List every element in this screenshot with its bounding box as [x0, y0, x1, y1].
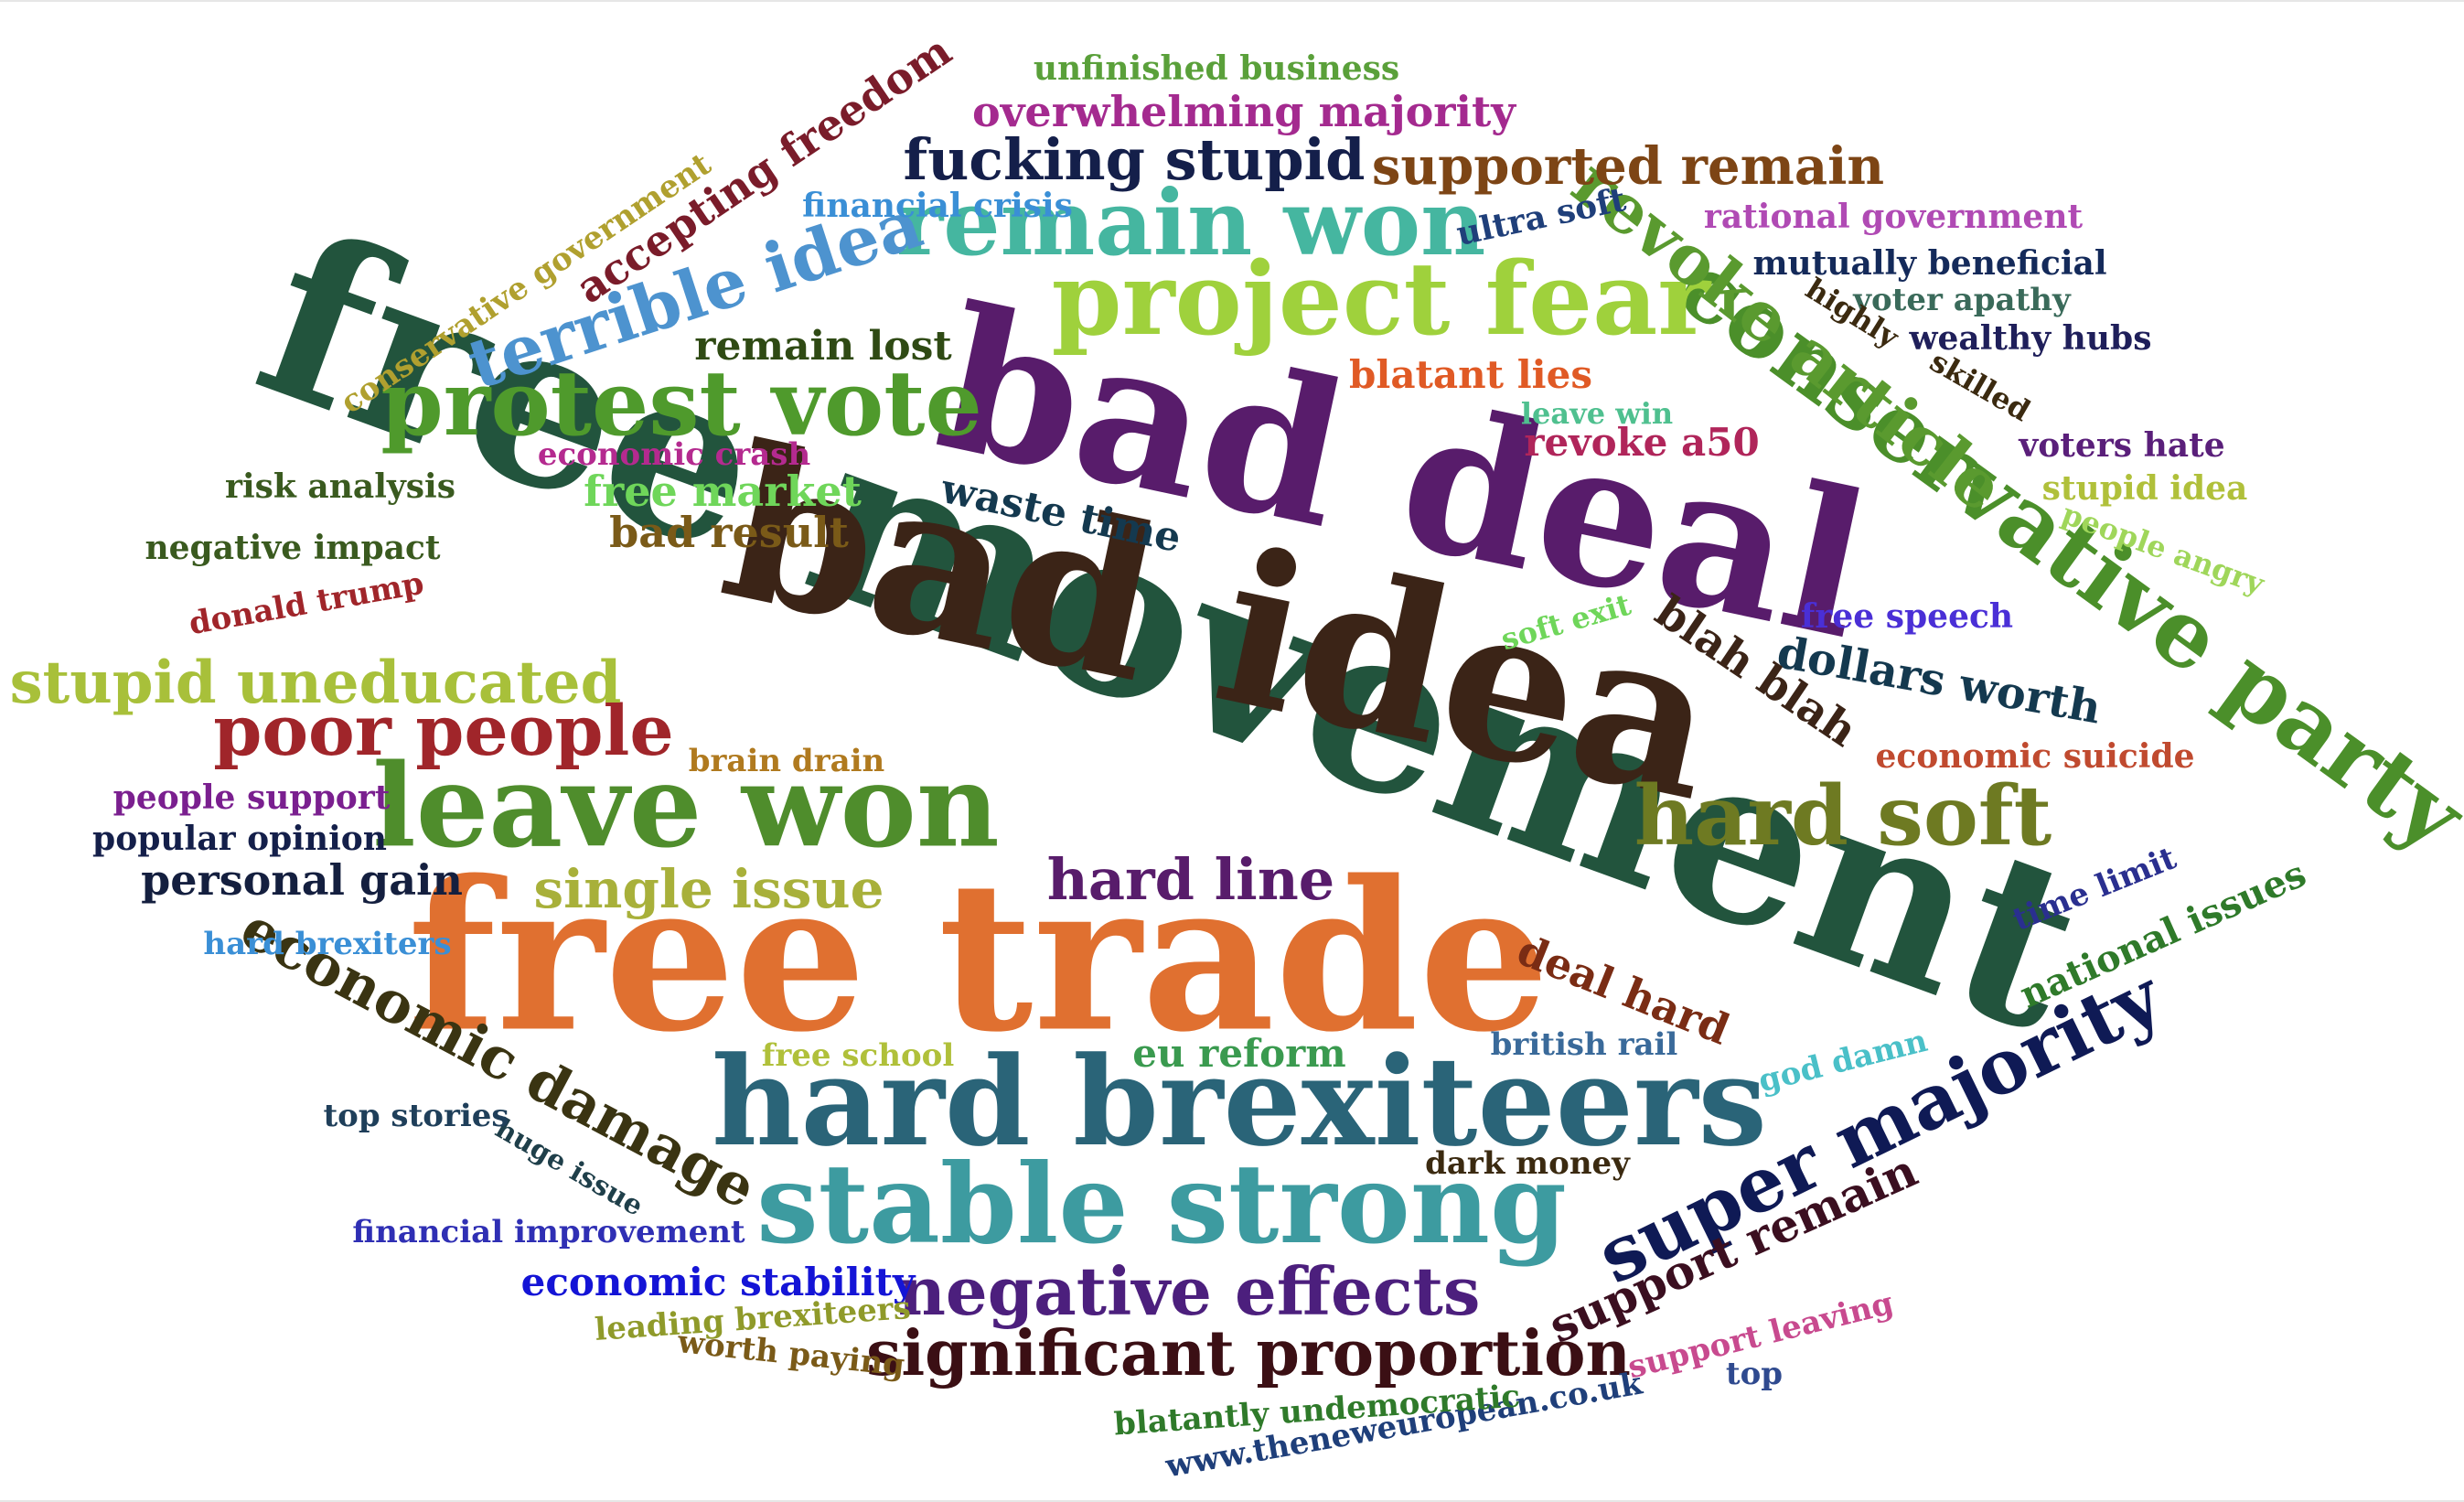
word-free-school: free school	[761, 1037, 955, 1074]
word-free-speech: free speech	[1800, 597, 2014, 636]
word-economic-crash: economic crash	[537, 436, 811, 473]
word-stupid-idea: stupid idea	[2041, 469, 2248, 508]
word-bad-result: bad result	[609, 508, 849, 557]
word-popular-opinion: popular opinion	[92, 820, 387, 858]
word-wealthy-hubs: wealthy hubs	[1909, 319, 2152, 358]
word-leave-win: leave win	[1520, 396, 1674, 431]
word-personal-gain: personal gain	[141, 855, 463, 905]
word-negative-impact: negative impact	[145, 529, 441, 567]
word-remain-lost: remain lost	[694, 323, 952, 370]
word-top: top	[1725, 1356, 1784, 1392]
word-single-issue: single issue	[533, 858, 884, 920]
word-free-trade: free trade	[407, 836, 1550, 1078]
word-british-rail: british rail	[1490, 1026, 1678, 1063]
word-people-support: people support	[112, 778, 391, 817]
word-economic-stability: economic stability	[520, 1260, 916, 1304]
word-unfinished-business: unfinished business	[1033, 49, 1400, 88]
word-free-market: free market	[584, 467, 862, 516]
word-hard-brexiters: hard brexiters	[203, 926, 452, 962]
word-poor-people: poor people	[213, 690, 674, 771]
word-revoke-a50: revoke a50	[1524, 420, 1760, 465]
word-stupid-uneducated: stupid uneducated	[9, 649, 622, 717]
word-financial-improvement: financial improvement	[352, 1214, 745, 1250]
word-hard-soft: hard soft	[1634, 767, 2052, 864]
word-dark-money: dark money	[1425, 1145, 1630, 1182]
word-voters-hate: voters hate	[2019, 426, 2225, 465]
word-blatant-lies: blatant lies	[1349, 352, 1592, 397]
word-rational-government: rational government	[1703, 198, 2084, 236]
word-hard-brexiteers: hard brexiteers	[712, 1029, 1767, 1174]
word-negative-effects: negative effects	[897, 1252, 1481, 1330]
word-remain-won: remain won	[895, 171, 1486, 276]
word-brain-drain: brain drain	[688, 743, 885, 779]
word-supported-remain: supported remain	[1371, 136, 1885, 197]
word-hard-line: hard line	[1046, 846, 1335, 913]
word-mutually-beneficial: mutually beneficial	[1752, 244, 2107, 283]
word-stable-strong: stable strong	[756, 1140, 1567, 1269]
word-significant-proportion: significant proportion	[866, 1317, 1631, 1390]
word-project-fear: project fear	[1051, 240, 1711, 358]
word-leave-won: leave won	[372, 739, 1000, 874]
word-risk-analysis: risk analysis	[224, 467, 456, 506]
word-donald-trump: donald trump	[186, 564, 427, 643]
word-financial-crisis: financial crisis	[802, 187, 1073, 225]
word-voter-apathy: voter apathy	[1853, 282, 2071, 318]
word-top-stories: top stories	[323, 1098, 509, 1134]
word-protest-vote: protest vote	[380, 351, 982, 456]
word-overwhelming-majority: overwhelming majority	[972, 87, 1516, 136]
word-economic-suicide: economic suicide	[1875, 737, 2195, 776]
word-eu-reform: eu reform	[1132, 1031, 1346, 1076]
word-fucking-stupid: fucking stupid	[903, 126, 1366, 193]
